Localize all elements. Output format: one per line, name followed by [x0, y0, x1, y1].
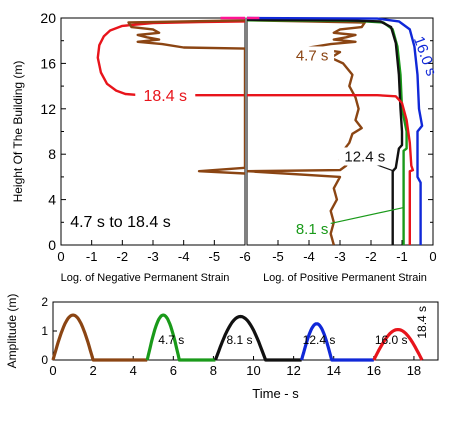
label-connector-8-1: [330, 206, 404, 225]
x-tick-label: 10: [246, 363, 260, 378]
y-tick-label: 2: [41, 295, 48, 309]
x-tick-label: -6: [239, 249, 251, 264]
series-line-18-4-s: [247, 94, 415, 245]
label-background: [338, 147, 391, 166]
series-line-18-4-s: [96, 20, 245, 97]
series-line-4-7-s: [247, 19, 366, 245]
series-line-4-7-s: [127, 19, 245, 175]
x-tick-label: 12: [286, 363, 300, 378]
time-label: 4.7 s: [158, 333, 184, 347]
x-tick-label: 8: [210, 363, 217, 378]
series-label: 8.1 s: [296, 221, 329, 238]
time-label: 18.4 s: [415, 306, 429, 339]
x-tick-label: 2: [89, 363, 96, 378]
time-label: 12.4 s: [303, 333, 336, 347]
x-tick-label: 16: [367, 363, 381, 378]
series-line-12-4-s: [247, 18, 404, 245]
y-tick-label: 0: [41, 353, 48, 367]
x-tick-label: -5: [272, 249, 284, 264]
bottom-panel-frame: [52, 301, 439, 361]
y-tick-label: 12: [40, 101, 56, 117]
pulse-4: [300, 322, 374, 362]
pulse-3: [213, 314, 302, 362]
x-tick-label: -4: [303, 249, 315, 264]
x-tick-label: 6: [170, 363, 177, 378]
series-label: 4.7 s: [296, 47, 329, 64]
y-axis-label: Height Of The Building (m): [11, 61, 25, 203]
x-tick-label: -5: [209, 249, 221, 264]
x-tick-label: 0: [429, 249, 436, 264]
y-tick-label: 16: [40, 55, 56, 71]
y-tick-label: 4: [48, 192, 56, 208]
y-tick-label: 1: [41, 324, 48, 338]
x-tick-label: 0: [49, 363, 56, 378]
pulse-5: [372, 328, 424, 361]
x-tick-label: -3: [147, 249, 159, 264]
y-tick-label: 8: [48, 146, 56, 162]
time-label: 16.0 s: [375, 333, 408, 347]
pulse-1: [51, 313, 148, 362]
panel-negative-frame: [60, 17, 246, 246]
x-tick-label: -1: [396, 249, 408, 264]
label-background: [290, 46, 335, 65]
series-label: 18.4 s: [143, 88, 187, 105]
x-axis-label-positive: Log. of Positive Permanent Strain: [263, 272, 427, 284]
y-tick-label: 20: [40, 10, 56, 26]
series-line-16-0-s: [247, 16, 424, 245]
x-axis-label-bottom: Time - s: [252, 386, 299, 401]
y-tick-label: 0: [48, 237, 56, 253]
x-tick-label: -2: [365, 249, 377, 264]
time-range-annotation: 4.7 s to 18.4 s: [70, 214, 171, 231]
x-tick-label: 14: [326, 363, 340, 378]
x-tick-label: 0: [57, 249, 64, 264]
x-axis-label-negative: Log. of Negative Permanent Strain: [61, 272, 230, 284]
x-tick-label: -1: [86, 249, 98, 264]
y-axis-label-bottom: Amplitude (m): [5, 294, 19, 369]
time-label: 8.1 s: [226, 333, 252, 347]
x-tick-label: 4: [130, 363, 137, 378]
x-tick-label: -2: [117, 249, 129, 264]
series-label: 12.4 s: [344, 148, 385, 165]
label-background: [135, 85, 196, 106]
x-tick-label: -3: [334, 249, 346, 264]
x-tick-label: 18: [407, 363, 421, 378]
pulse-2: [145, 313, 216, 362]
x-tick-label: -4: [178, 249, 190, 264]
